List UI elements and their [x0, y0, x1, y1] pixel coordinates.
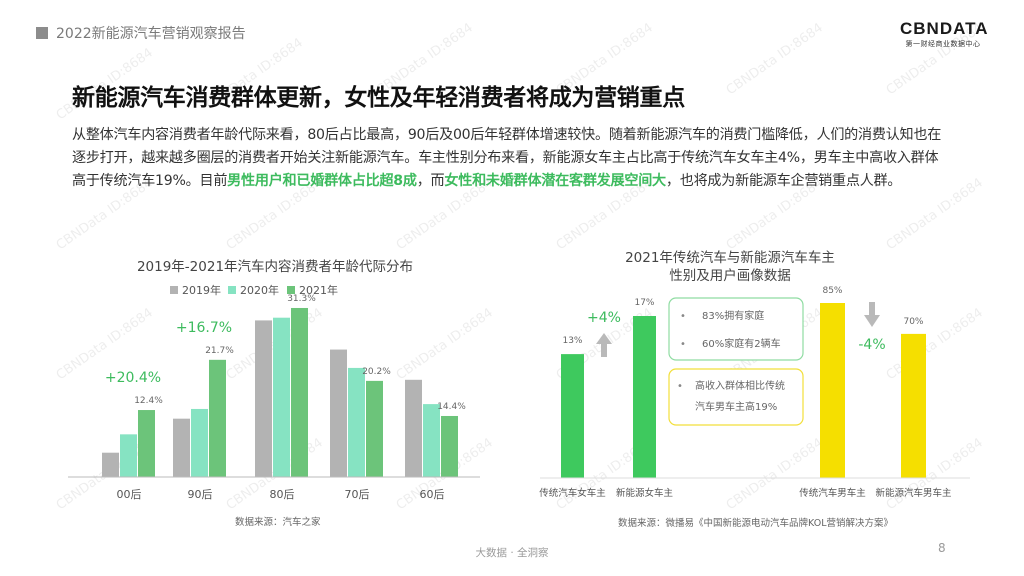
paragraph-text-1: 从整体汽车内容消费者年龄代际来看，80后占比最高，90后及00后年轻群体增速较快…: [72, 127, 942, 189]
data-source: 数据来源：微播易《中国新能源电动汽车品牌KOL营销解决方案》: [618, 517, 893, 529]
bar: [138, 410, 155, 477]
bar: [291, 307, 308, 477]
legend-label: 2019年: [182, 283, 221, 297]
legend-swatch: [228, 286, 236, 294]
bar: [273, 317, 290, 477]
female-bar: [633, 316, 656, 478]
info-box-yellow: [668, 368, 804, 426]
cbndata-logo: CBNDATA 第一财经商业数据中心: [900, 19, 989, 49]
growth-annotation: +16.7%: [176, 320, 232, 336]
page-headline: 新能源汽车消费群体更新，女性及年轻消费者将成为营销重点: [72, 85, 685, 111]
bar: [366, 380, 383, 477]
male-bar: [820, 303, 845, 478]
info-text: 60%家庭有2辆车: [702, 337, 781, 350]
data-label: 70%: [903, 317, 923, 327]
chart-title-line: 2021年传统汽车与新能源汽车车主: [625, 249, 835, 266]
bar: [209, 359, 226, 477]
x-tick-label: 60后: [420, 488, 445, 501]
legend-swatch: [170, 286, 178, 294]
data-label: 12.4%: [134, 396, 163, 406]
down-arrow-icon: [864, 315, 880, 327]
up-arrow-icon: [601, 343, 607, 357]
change-annotation: -4%: [858, 337, 885, 353]
change-annotation: +4%: [587, 310, 621, 326]
x-tick-label: 新能源女车主: [616, 487, 673, 499]
bar: [191, 408, 208, 477]
x-tick-label: 00后: [117, 488, 142, 501]
info-bullet: •: [680, 339, 686, 350]
x-tick-label: 90后: [188, 488, 213, 501]
x-tick-label: 70后: [345, 488, 370, 501]
info-bullet: •: [680, 311, 686, 322]
bar: [173, 418, 190, 477]
chart-title-line: 性别及用户画像数据: [669, 267, 791, 284]
chart-title: 2019年-2021年汽车内容消费者年龄代际分布: [137, 258, 413, 275]
info-text: 高收入群体相比传统: [695, 379, 785, 392]
data-label: 31.3%: [287, 294, 316, 304]
paragraph-text-2: ，而: [416, 173, 445, 189]
x-tick-label: 传统汽车男车主: [799, 487, 866, 499]
info-text: 83%拥有家庭: [702, 309, 764, 322]
report-title: 2022新能源汽车营销观察报告: [56, 26, 246, 42]
info-text: 汽车男车主高19%: [695, 400, 777, 413]
data-label: 20.2%: [362, 367, 391, 377]
data-label: 13%: [562, 336, 582, 346]
page-number: 8: [938, 541, 946, 555]
down-arrow-icon: [869, 302, 875, 316]
paragraph-highlight-1: 男性用户和已婚群体占比超8成: [227, 173, 417, 189]
footer-slogan: 大数据 · 全洞察: [475, 547, 549, 559]
watermark-text: CBNData ID:8684: [724, 20, 826, 98]
data-source: 数据来源：汽车之家: [235, 516, 321, 528]
info-box-green: [668, 297, 804, 361]
x-tick-label: 80后: [270, 488, 295, 501]
female-bar: [561, 354, 584, 478]
bar: [255, 320, 272, 477]
summary-paragraph: 从整体汽车内容消费者年龄代际来看，80后占比最高，90后及00后年轻群体增速较快…: [72, 124, 952, 193]
paragraph-highlight-2: 女性和未婚群体潜在客群发展空间大: [444, 173, 666, 189]
male-bar: [901, 333, 926, 478]
paragraph-text-3: ，也将成为新能源车企营销重点人群。: [665, 173, 902, 189]
legend-swatch: [287, 286, 295, 294]
growth-annotation: +20.4%: [105, 370, 161, 386]
legend-label: 2021年: [299, 283, 338, 297]
bar: [423, 404, 440, 477]
age-distribution-chart: 2019年-2021年汽车内容消费者年龄代际分布 2019年 2020年 2021年 0…: [68, 258, 480, 528]
legend-label: 2020年: [240, 283, 279, 297]
logo-sub-text: 第一财经商业数据中心: [905, 40, 981, 48]
bar: [120, 434, 137, 477]
data-label: 85%: [822, 286, 842, 296]
up-arrow-icon: [596, 333, 612, 344]
x-tick-label: 新能源汽车男车主: [875, 487, 951, 499]
x-tick-label: 传统汽车女车主: [539, 487, 606, 499]
header-marker: [36, 27, 48, 39]
data-label: 14.4%: [437, 402, 466, 412]
logo-main-text: CBNDATA: [900, 19, 989, 38]
bar: [441, 415, 458, 477]
bar: [330, 349, 347, 477]
data-label: 21.7%: [205, 346, 234, 356]
bar: [102, 452, 119, 477]
data-label: 17%: [634, 298, 654, 308]
info-bullet: •: [677, 381, 683, 392]
bar: [348, 367, 365, 477]
bar: [405, 379, 422, 477]
